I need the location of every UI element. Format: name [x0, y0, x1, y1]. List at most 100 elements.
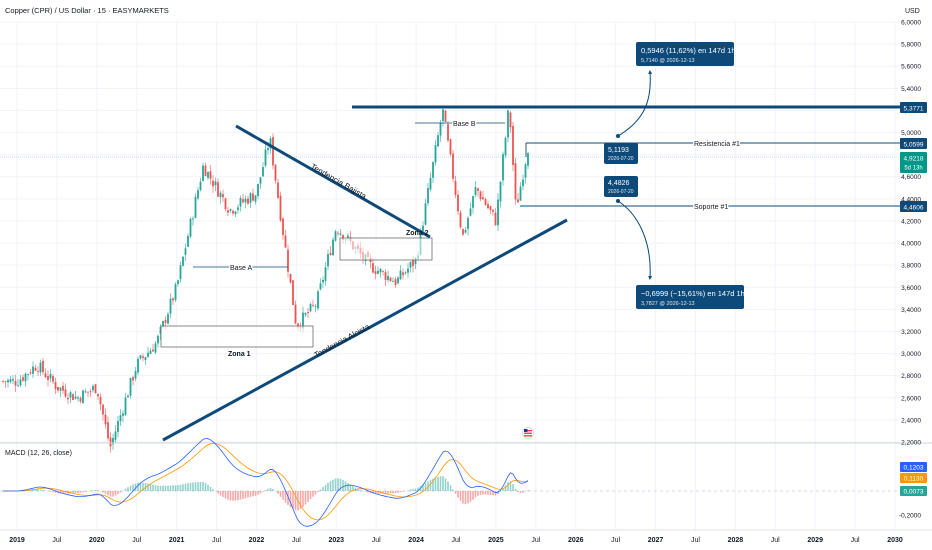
macd-histogram-bar	[74, 491, 77, 494]
macd-histogram-bar	[189, 482, 192, 491]
macd-histogram-bar	[114, 491, 117, 496]
us-flag-event-icon[interactable]	[522, 427, 534, 439]
macd-histogram-bar	[172, 485, 174, 491]
candle-body	[274, 164, 277, 181]
time-tick-label: Jul	[691, 537, 700, 544]
candle-body	[264, 149, 267, 166]
price-tick-label: 5,6000	[901, 64, 921, 71]
candle-body	[404, 272, 407, 274]
macd-histogram-bar	[374, 491, 377, 494]
macd-label: MACD (12, 26, close)	[5, 450, 72, 457]
candle-body	[54, 382, 57, 389]
candle-body	[37, 371, 39, 372]
time-tick-label: Jul	[372, 537, 381, 544]
candle-body	[244, 198, 247, 203]
zona-1-box[interactable]	[160, 325, 314, 348]
candle-body	[159, 326, 162, 334]
macd-histogram-bar	[217, 491, 219, 494]
resistance-value-box[interactable]: 5,1193 2026-07-20	[604, 143, 638, 164]
time-axis[interactable]: 2019 Jul 2020 Jul 2021 Jul 2022 Jul 2023 Jul 2024 J…	[9, 537, 903, 544]
macd-histogram-bar	[154, 485, 157, 491]
candle-body	[27, 374, 29, 375]
macd-histogram-bar	[277, 491, 279, 494]
macd-histogram-bar	[32, 489, 34, 491]
macd-histogram-bar	[77, 491, 79, 494]
macd-histogram-bar	[302, 491, 304, 508]
time-tick-label: 2022	[249, 537, 265, 544]
tendencia-bajista-line[interactable]	[235, 124, 431, 239]
macd-histogram-bar	[422, 484, 424, 491]
candle-body	[102, 404, 104, 415]
macd-histogram-bar	[399, 491, 402, 493]
candle-body	[49, 373, 52, 379]
candle-body	[497, 199, 499, 226]
macd-histogram-bar	[259, 491, 262, 494]
resistance-price-badge: 5,0599	[900, 138, 927, 149]
candle-body	[277, 182, 279, 198]
macd-histogram-bar	[224, 491, 227, 499]
candle-body	[294, 304, 297, 324]
macd-histogram-bar	[54, 491, 57, 493]
projection-down-arrow[interactable]	[617, 200, 653, 280]
currency-label[interactable]: USD	[905, 8, 920, 15]
macd-histogram-bar	[187, 483, 189, 491]
tendencia-alcista-line[interactable]	[162, 218, 568, 442]
macd-histogram-bar	[512, 484, 514, 491]
macd-histogram-bar	[242, 491, 244, 500]
candle-body	[494, 212, 497, 226]
macd-histogram-bar	[489, 491, 492, 495]
candle-body	[212, 180, 214, 187]
candle-body	[184, 248, 187, 255]
resistencia-label: Resistencia #1	[694, 141, 740, 148]
support-value-box[interactable]: 4,4826 2026-07-20	[604, 176, 638, 197]
candle-body	[527, 153, 529, 166]
candle-body	[434, 145, 437, 163]
macd-histogram-bar	[292, 491, 294, 509]
macd-histogram-bar	[487, 491, 489, 495]
projection-down-box[interactable]: −0,6999 (−15,61%) en 147d 1h 3,7827 @ 20…	[636, 285, 745, 309]
projection-up-box[interactable]: 0,5946 (11,62%) en 147d 1h 5,7140 @ 2026…	[636, 42, 736, 66]
svg-text:2026-07-20: 2026-07-20	[608, 156, 634, 162]
price-axis[interactable]: 6,00005,80005,60005,40005,20005,00004,80…	[899, 20, 921, 520]
svg-text:0,0073: 0,0073	[904, 489, 924, 496]
macd-histogram-bar	[447, 481, 449, 491]
macd-histogram-bar	[389, 491, 392, 494]
macd-histogram-bar	[384, 491, 387, 494]
candle-body	[42, 361, 44, 373]
macd-histogram-bar	[179, 484, 182, 491]
candle-body	[517, 199, 519, 203]
macd-histogram-bar	[457, 491, 459, 498]
macd-histogram-bar	[239, 491, 242, 500]
macd-histogram-bar	[227, 491, 229, 500]
macd-histogram-bar	[97, 490, 99, 491]
candle-body	[272, 137, 274, 166]
candle-body	[387, 275, 389, 281]
macd-histogram-bar	[209, 486, 212, 491]
macd-histogram-bar	[107, 491, 109, 496]
candle-body	[94, 384, 97, 394]
macd-histogram-bar	[472, 491, 474, 500]
projection-up-arrow[interactable]	[617, 70, 653, 137]
candle-body	[97, 393, 99, 397]
base-b-label: Base B	[453, 121, 476, 128]
candle-body	[237, 207, 239, 211]
macd-histogram-bar	[254, 491, 257, 496]
time-tick-label: Jul	[452, 537, 461, 544]
macd-tick-label: -0,2000	[899, 513, 921, 520]
macd-histogram-bar	[509, 481, 512, 491]
macd-histogram-bar	[219, 491, 222, 496]
macd-histogram-bar	[312, 491, 314, 497]
zona-1-label: Zona 1	[228, 351, 251, 358]
macd-histogram-bar	[167, 485, 169, 491]
macd-histogram-bar	[469, 491, 472, 502]
candle-body	[87, 391, 89, 393]
candle-body	[192, 218, 194, 220]
macd-histogram-bar	[499, 491, 502, 492]
time-tick-label: Jul	[52, 537, 61, 544]
zona-2-box[interactable]	[339, 237, 433, 261]
candle-body	[502, 154, 504, 181]
macd-histogram-bar	[112, 491, 114, 497]
macd-histogram-bar	[169, 485, 172, 491]
candle-body	[77, 397, 79, 399]
